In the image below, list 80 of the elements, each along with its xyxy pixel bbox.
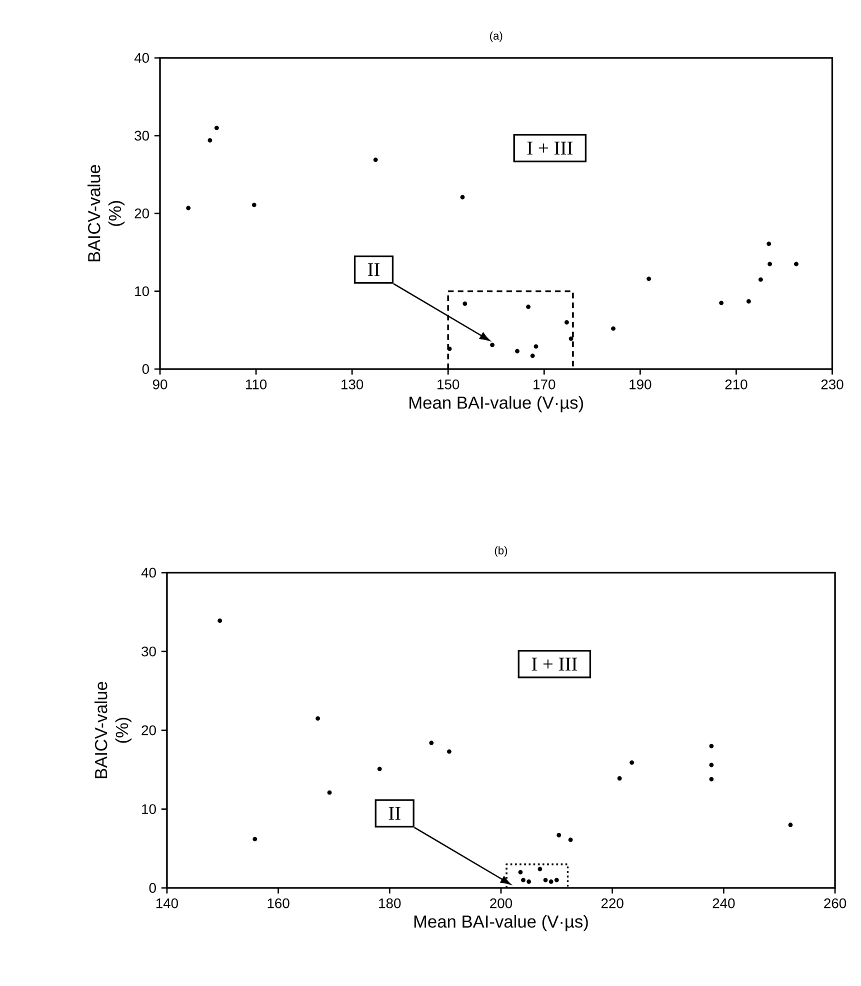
y-tick-label: 10 [142,804,156,814]
point [794,262,798,266]
point [446,749,452,754]
x-tick-label: 260 [824,898,846,908]
point [709,762,714,768]
chart-title: (a) [490,32,502,42]
point [768,262,772,266]
y-tick-label: 0 [149,883,156,893]
point [543,878,548,882]
point [214,126,219,130]
point [568,336,574,341]
x-tick-label: 190 [630,380,652,390]
x-tick-label: 220 [601,898,624,908]
y-tick-label: 40 [141,568,156,578]
point [556,832,562,838]
point [373,158,378,162]
point [515,348,520,354]
point [218,618,222,623]
y-tick-label: 20 [142,725,156,736]
annotation: II [368,263,380,276]
annotation: I + III [532,658,578,670]
y-tick-label: 30 [134,130,149,141]
x-tick-label: 200 [490,898,512,908]
point [526,879,532,884]
point [429,740,434,746]
x-tick-label: 160 [268,898,290,908]
annotation: II [388,806,400,820]
point [208,138,212,143]
y-tick-label: 40 [134,53,149,63]
point [490,342,495,348]
annotation: I + III [527,142,573,154]
x-tick-label: 230 [821,380,844,390]
x-tick-label: 170 [534,380,556,390]
point [460,194,465,200]
point [252,202,256,208]
point [534,344,538,349]
x-axis-title: Mean BAI-value (V·µs) [414,914,588,932]
point [526,304,531,310]
x-tick-label: 240 [712,898,735,908]
point [554,878,559,882]
point [564,320,569,325]
x-axis-title: Mean BAI-value (V·µs) [410,396,583,412]
point [709,744,714,748]
x-tick-label: 180 [379,898,401,908]
point [766,242,772,246]
y-tick-label: 30 [142,646,156,656]
y-axis-title: BAICV-value (%) [88,165,125,262]
point [709,776,714,782]
x-tick-label: 90 [152,380,168,390]
point [327,790,332,795]
point [521,878,526,882]
point [568,838,573,842]
point [646,276,652,282]
point [518,870,523,874]
point [186,206,191,210]
y-axis-title: BAICV-value (%) [94,682,132,778]
y-tick-label: 10 [135,286,149,296]
point [611,326,616,331]
point [548,879,554,884]
x-tick-label: 140 [156,898,178,908]
x-tick-label: 130 [342,380,364,390]
point [719,300,724,306]
point [630,760,634,765]
point [746,299,751,304]
y-tick-label: 20 [134,208,149,218]
point [377,766,382,772]
point [538,866,542,872]
point [788,822,793,828]
y-tick-label: 0 [142,364,150,374]
point [316,716,320,721]
point [447,346,452,352]
chart-title: (b) [494,546,508,557]
point [758,277,763,282]
x-tick-label: 210 [725,380,748,390]
x-tick-label: 150 [438,380,460,390]
point [617,776,622,781]
point [462,301,468,306]
x-tick-label: 110 [246,380,267,390]
point [530,354,535,358]
point [252,836,258,842]
